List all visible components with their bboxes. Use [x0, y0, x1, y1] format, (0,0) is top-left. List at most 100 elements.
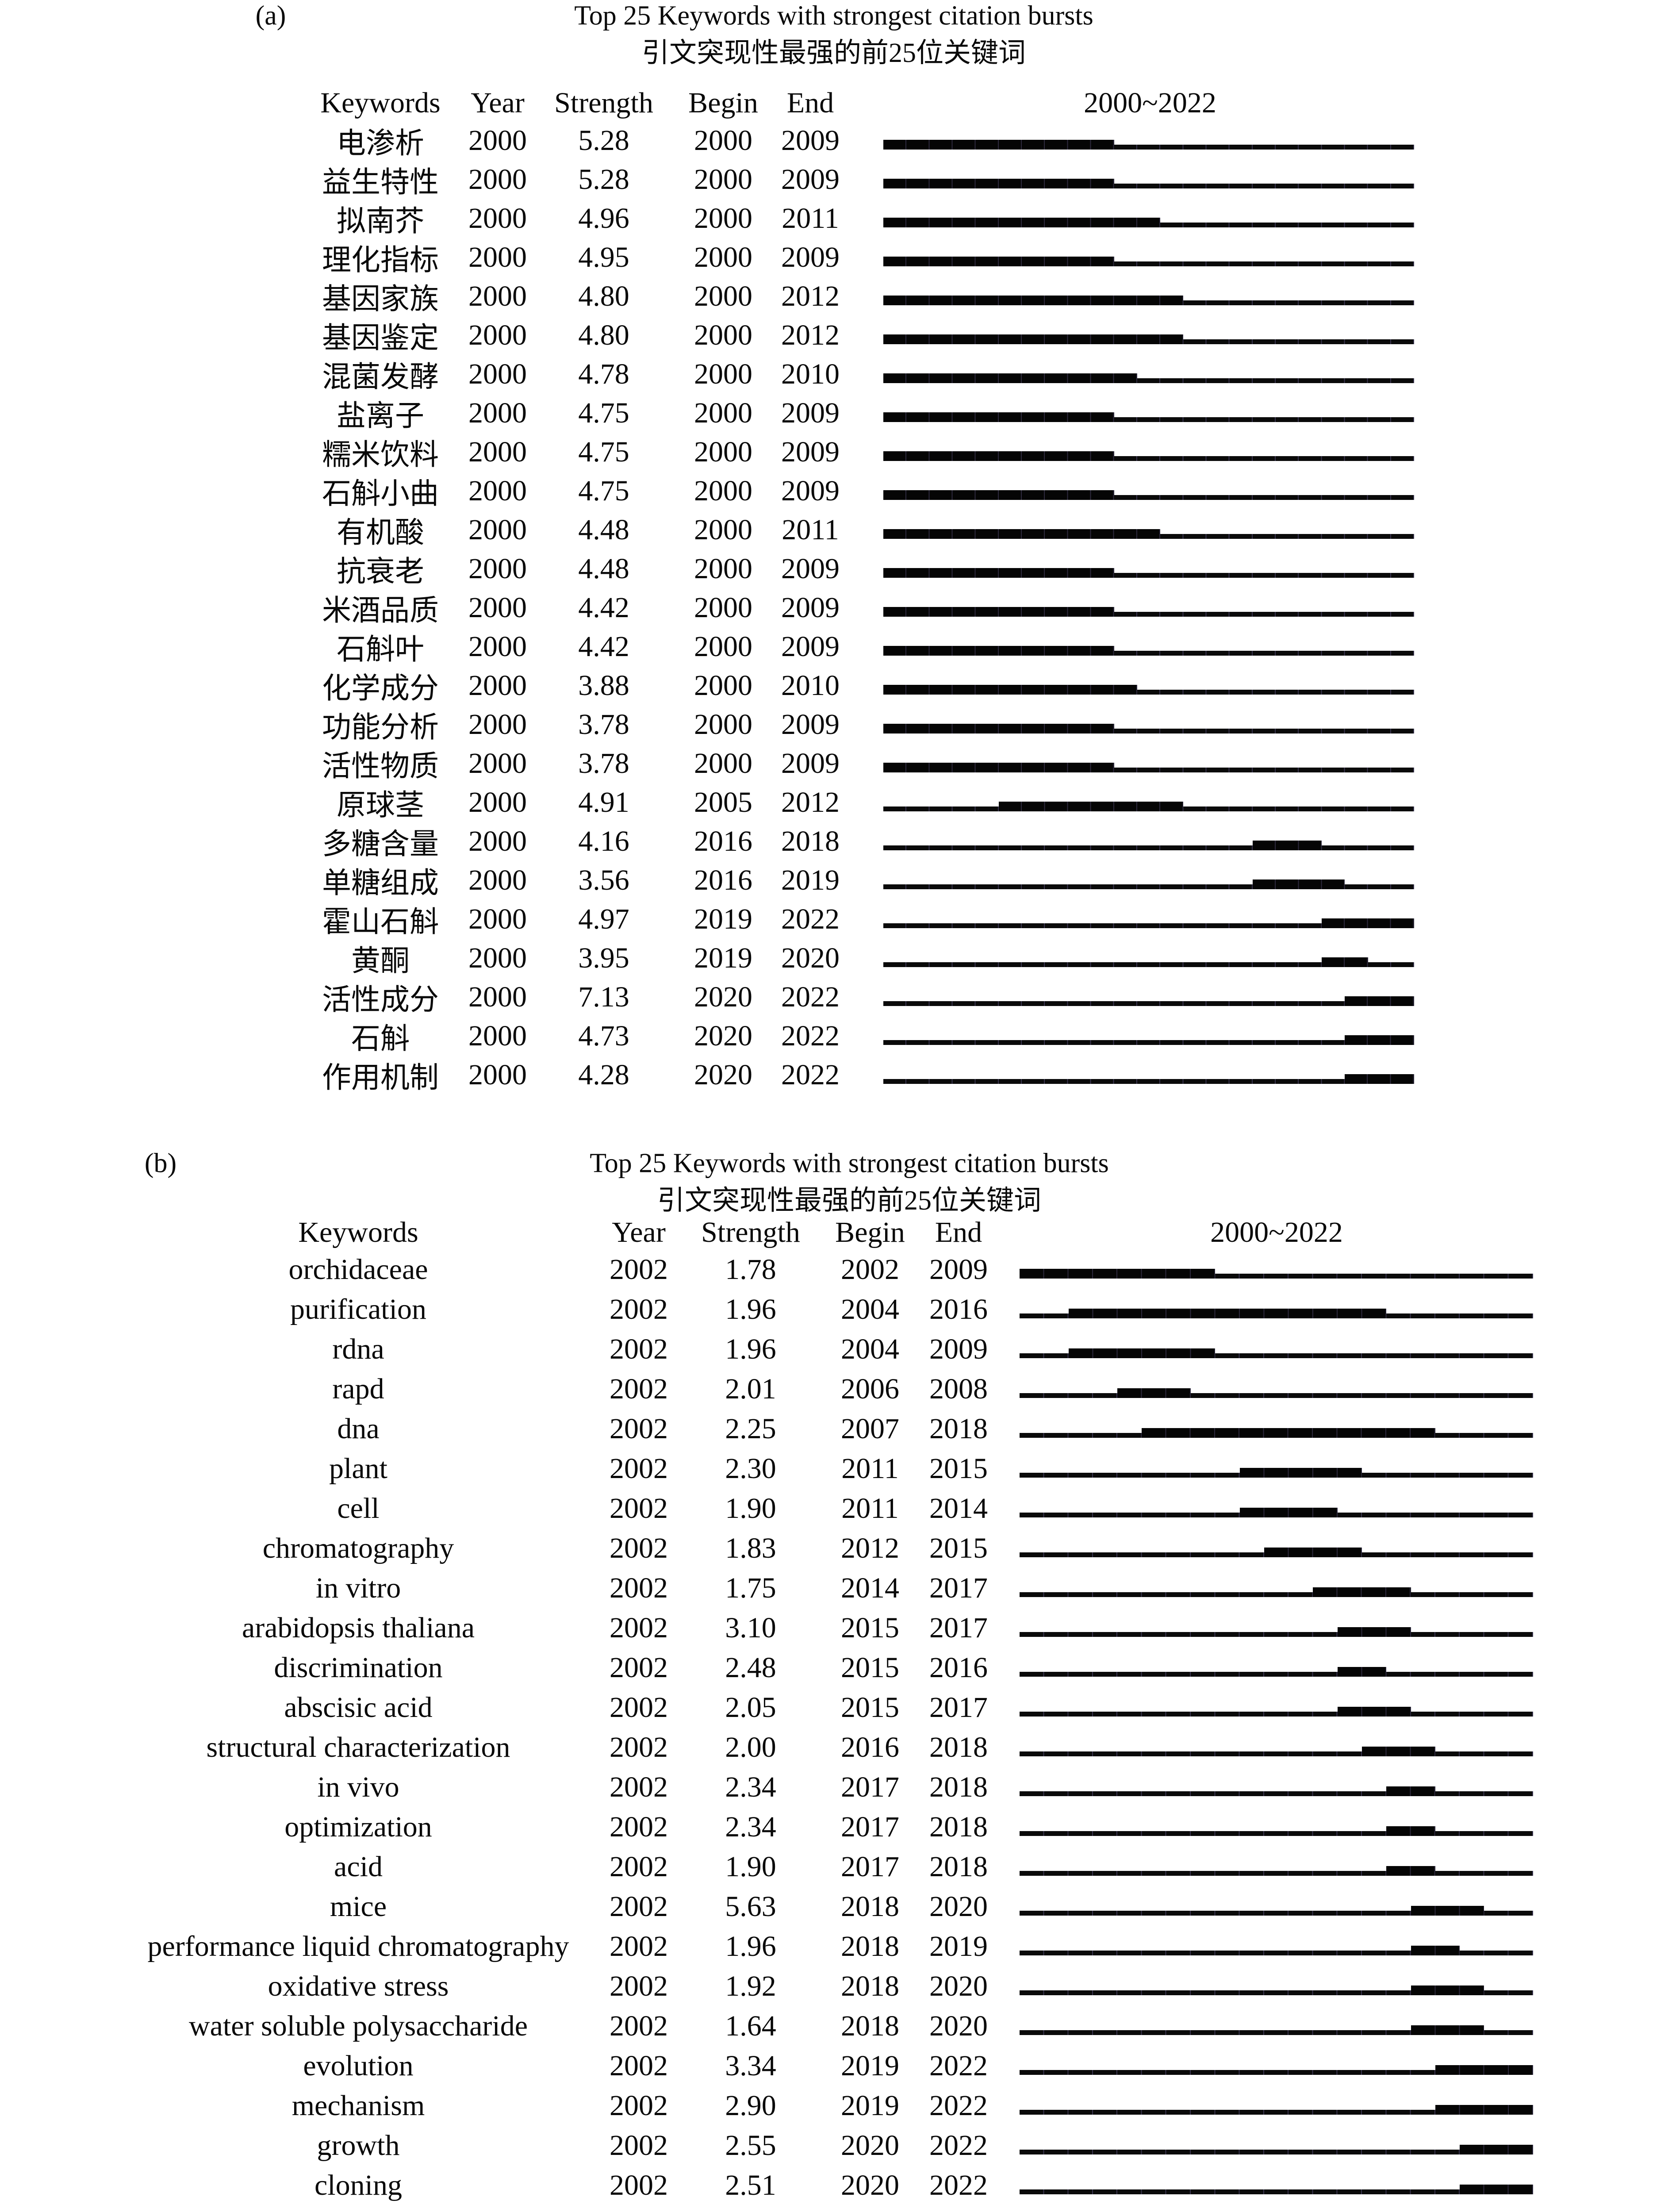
end-value: 2016 — [929, 1651, 988, 1684]
burst-segment — [1117, 1388, 1191, 1398]
strength-value: 2.90 — [725, 2089, 776, 2122]
keyword-label: 电渗析 — [337, 127, 424, 160]
timeline-baseline — [883, 184, 1414, 188]
begin-value: 2020 — [841, 2169, 899, 2201]
timeline-baseline — [1020, 2189, 1533, 2194]
burst-segment — [883, 373, 1137, 383]
keyword-label: 多糖含量 — [322, 828, 439, 860]
table-row: plant 2002 2.30 2011 2015 — [0, 1449, 1672, 1489]
burst-segment — [1264, 1548, 1362, 1557]
timeline-baseline — [883, 456, 1414, 461]
timeline-baseline — [1020, 1911, 1533, 1916]
timeline-baseline — [1020, 1592, 1533, 1597]
end-value: 2020 — [929, 1890, 988, 1923]
burst-segment — [1337, 1667, 1387, 1677]
strength-value: 2.25 — [725, 1413, 776, 1445]
keyword-label: 理化指标 — [322, 244, 439, 276]
table-row: 石斛叶 2000 4.42 2000 2009 — [0, 627, 1672, 666]
burst-segment — [1337, 1627, 1411, 1637]
timeline-baseline — [1020, 1672, 1533, 1677]
year-value: 2000 — [468, 630, 527, 663]
end-value: 2020 — [929, 2010, 988, 2042]
end-value: 2018 — [929, 1413, 988, 1445]
burst-timeline-bar — [1020, 1548, 1533, 1557]
burst-timeline-bar — [1020, 1508, 1533, 1517]
table-row: 原球茎 2000 4.91 2005 2012 — [0, 783, 1672, 822]
burst-timeline-bar — [1020, 2185, 1533, 2194]
table-row: rapd 2002 2.01 2006 2008 — [0, 1369, 1672, 1409]
end-value: 2017 — [929, 1572, 988, 1604]
strength-value: 5.28 — [578, 163, 629, 196]
begin-value: 2020 — [841, 2208, 899, 2212]
begin-value: 2000 — [694, 319, 752, 351]
table-row: 混菌发酵 2000 4.78 2000 2010 — [0, 355, 1672, 394]
timeline-baseline — [883, 1001, 1414, 1006]
panel-a-subtitle: 引文突现性最强的前25位关键词 — [641, 38, 1026, 68]
burst-timeline-bar — [883, 879, 1414, 889]
burst-segment — [883, 334, 1184, 344]
end-value: 2011 — [782, 202, 839, 234]
keyword-label: cell — [337, 1492, 380, 1525]
year-value: 2000 — [468, 591, 527, 624]
year-value: 2000 — [468, 202, 527, 234]
timeline-baseline — [883, 729, 1414, 733]
end-value: 2009 — [781, 397, 840, 429]
year-value: 2000 — [468, 864, 527, 896]
strength-value: 1.75 — [725, 1572, 776, 1604]
burst-segment — [1020, 1269, 1216, 1279]
table-row: 霍山石斛 2000 4.97 2019 2022 — [0, 900, 1672, 939]
strength-value: 2.55 — [725, 2129, 776, 2162]
end-value: 2020 — [781, 942, 840, 974]
end-value: 2017 — [929, 1691, 988, 1724]
burst-timeline-bar — [1020, 1348, 1533, 1358]
year-value: 2002 — [610, 1333, 668, 1365]
burst-timeline-bar — [1020, 1747, 1533, 1756]
end-value: 2012 — [781, 280, 840, 312]
year-value: 2000 — [468, 1020, 527, 1052]
end-value: 2009 — [781, 475, 840, 507]
strength-value: 2.48 — [725, 1651, 776, 1684]
burst-segment — [883, 763, 1114, 772]
end-value: 2022 — [781, 903, 840, 935]
burst-timeline-bar — [883, 802, 1414, 811]
year-value: 2002 — [610, 2169, 668, 2201]
burst-timeline-bar — [1020, 1587, 1533, 1597]
burst-segment — [1239, 1508, 1338, 1517]
strength-value: 3.56 — [578, 864, 629, 896]
panel-a-title: Top 25 Keywords with strongest citation … — [574, 0, 1093, 31]
panel-b-label: (b) — [144, 1148, 177, 1179]
burst-segment — [883, 568, 1114, 578]
year-value: 2000 — [468, 786, 527, 818]
table-row: 基因家族 2000 4.80 2000 2012 — [0, 277, 1672, 316]
year-value: 2000 — [468, 747, 527, 780]
timeline-baseline — [883, 573, 1414, 578]
begin-value: 2007 — [841, 1413, 899, 1445]
timeline-baseline — [1020, 1712, 1533, 1717]
burst-segment — [1313, 1587, 1411, 1597]
strength-value: 2.01 — [725, 1373, 776, 1405]
begin-value: 2020 — [694, 981, 752, 1013]
burst-timeline-bar — [883, 218, 1414, 227]
end-value: 2009 — [781, 591, 840, 624]
table-row: arabidopsis thaliana 2002 3.10 2015 2017 — [0, 1608, 1672, 1648]
begin-value: 2017 — [841, 1811, 899, 1843]
column-header-year: Year — [612, 1216, 666, 1248]
year-value: 2000 — [468, 280, 527, 312]
year-value: 2000 — [468, 514, 527, 546]
end-value: 2009 — [929, 1333, 988, 1365]
burst-segment — [883, 724, 1114, 733]
burst-segment — [883, 179, 1114, 188]
end-value: 2009 — [781, 630, 840, 663]
table-row: 电渗析 2000 5.28 2000 2009 — [0, 121, 1672, 160]
end-value: 2010 — [781, 669, 840, 702]
burst-timeline-bar — [1020, 1866, 1533, 1876]
timeline-baseline — [883, 923, 1414, 928]
table-row: chromatography 2002 1.83 2012 2015 — [0, 1528, 1672, 1568]
begin-value: 2000 — [694, 124, 752, 157]
strength-value: 3.95 — [578, 942, 629, 974]
burst-timeline-bar — [1020, 2105, 1533, 2115]
burst-segment — [1386, 1786, 1435, 1796]
column-header-begin: Begin — [835, 1216, 905, 1248]
keyword-label: 石斛 — [351, 1023, 410, 1055]
